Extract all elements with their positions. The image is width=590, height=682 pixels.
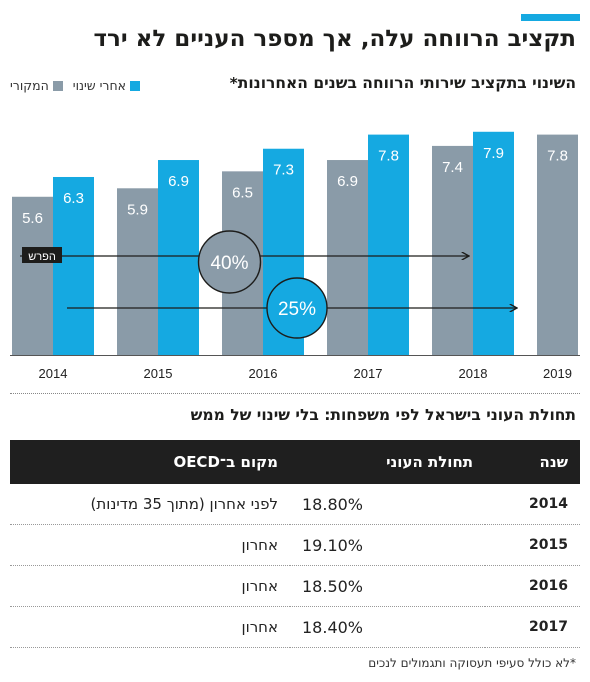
annotation-value: 40% [210,253,248,274]
annotation-label-box [22,247,62,263]
table-row: 2017 18.40% אחרון [10,606,580,648]
annotation-value: 25% [278,299,316,320]
poverty-table: שנה תחולת העוני מקום ב־OECD 2014 18.80% … [10,440,580,648]
annotation-circle [266,277,328,339]
legend-label-after: אחרי שינוי [72,78,127,93]
footnote: *לא כולל סעיפי תעסוקה ותגמולים לנכים [368,656,576,670]
bar-original [537,134,578,355]
x-tick-label: 2015 [144,366,173,381]
cell-rate: 18.50% [290,565,485,607]
cell-rank: אחרון [10,606,290,648]
cell-rate: 18.40% [290,606,485,648]
x-tick-label: 2016 [249,366,278,381]
legend-swatch-after [130,80,141,91]
x-tick-label: 2019 [543,366,572,381]
bar-after [473,131,514,355]
bar-after [368,134,409,355]
table-header-row: שנה תחולת העוני מקום ב־OECD [10,440,580,484]
bar-after [158,160,199,355]
accent-bar [521,14,580,21]
cell-rank: לפני אחרון (מתוך 35 מדינות) [10,484,290,525]
cell-rate: 18.80% [290,484,485,525]
cell-rate: 19.10% [290,524,485,566]
cell-year: 2016 [485,565,580,607]
legend-swatch-original [52,80,63,91]
header-year: שנה [485,440,580,484]
bar-after [53,176,94,355]
bar-original [327,160,368,355]
section-divider [10,393,580,394]
bar-original [12,196,53,355]
cell-year: 2015 [485,524,580,566]
legend-label-original: המקורי [10,78,49,93]
legend-item-after: אחרי שינוי [72,78,141,93]
table-row: 2016 18.50% אחרון [10,565,580,607]
annotation-circle [197,230,262,294]
x-tick-label: 2018 [459,366,488,381]
table-title: תחולת העוני בישראל לפי משפחות: בלי שינוי… [190,406,576,424]
bar-value-label: 6.9 [337,173,358,190]
bar-value-label: 7.8 [378,148,399,165]
table-row: 2014 18.80% לפני אחרון (מתוך 35 מדינות) [10,484,580,525]
annotation-label: הפרש [28,251,56,263]
chart-subtitle: השינוי בתקציב שירותי הרווחה בשנים האחרונ… [229,74,576,92]
bar-original [117,188,158,355]
cell-year: 2017 [485,606,580,648]
cell-rank: אחרון [10,565,290,607]
bar-value-label: 5.9 [127,201,148,218]
header-rank: מקום ב־OECD [10,440,290,484]
x-tick-label: 2017 [354,366,383,381]
bar-value-label: 5.6 [22,210,43,227]
cell-year: 2014 [485,484,580,525]
bar-value-label: 7.3 [273,162,294,179]
legend-item-original: המקורי [10,78,63,93]
header-rate: תחולת העוני [290,440,485,484]
page-title: תקציב הרווחה עלה, אך מספר העניים לא ירד [93,26,576,52]
bar-value-label: 6.3 [63,190,84,207]
chart-legend: אחרי שינוי המקורי [10,78,141,93]
bar-value-label: 7.8 [547,148,568,165]
table-row: 2015 19.10% אחרון [10,524,580,566]
bar-value-label: 7.4 [442,159,463,176]
cell-rank: אחרון [10,524,290,566]
bar-original [432,145,473,355]
bar-value-label: 7.9 [483,145,504,162]
x-tick-label: 2014 [39,366,68,381]
bar-value-label: 6.5 [232,184,253,201]
bar-value-label: 6.9 [168,173,189,190]
bar-chart: 5.6 6.3 2014 5.9 6.9 2015 6.5 7.3 2016 6.9 7.8 2017… [10,131,580,381]
